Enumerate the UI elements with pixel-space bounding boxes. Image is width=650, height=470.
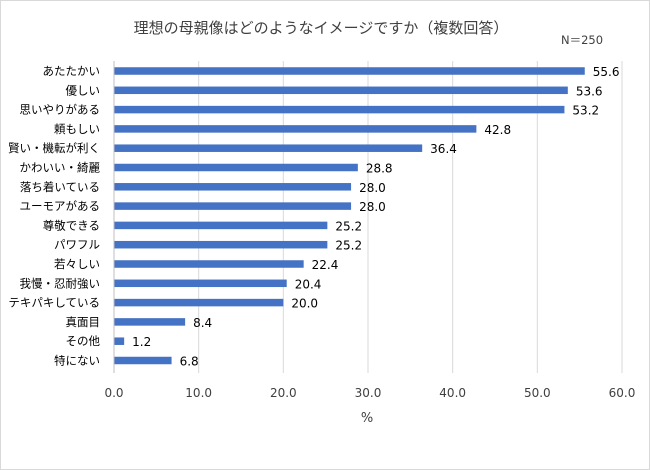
bar [114, 240, 328, 249]
chart-title: 理想の母親像はどのようなイメージですか（複数回答） [134, 19, 509, 37]
value-label: 20.0 [291, 297, 318, 311]
bar [114, 86, 568, 95]
value-label: 8.4 [193, 316, 212, 330]
x-tick-label: 0.0 [104, 386, 123, 400]
category-label: 頼もしい [54, 122, 100, 136]
category-label: パワフル [54, 238, 100, 252]
bar [114, 105, 565, 114]
category-label: 優しい [66, 83, 101, 97]
category-label: 我慢・忍耐強い [20, 276, 101, 290]
category-label: 思いやりがある [20, 103, 101, 117]
category-label: 賢い・機転が利く [8, 141, 100, 155]
category-label: 尊敬できる [43, 218, 100, 232]
value-label: 25.2 [335, 239, 362, 253]
value-label: 22.4 [312, 258, 339, 272]
x-tick-label: 40.0 [439, 386, 466, 400]
category-label: かわいい・綺麗 [20, 161, 101, 175]
value-label: 6.8 [180, 355, 199, 369]
category-labels: あたたかい優しい思いやりがある頼もしい賢い・機転が利くかわいい・綺麗落ち着いてい… [8, 64, 100, 368]
bar [114, 163, 358, 172]
x-tick-labels: 0.0 10.0 20.0 30.0 40.0 50.0 60.0 [104, 386, 635, 400]
bar [114, 298, 284, 307]
x-axis-label: % [361, 411, 373, 426]
x-tick-label: 50.0 [524, 386, 551, 400]
category-label: テキパキしている [8, 296, 100, 310]
value-label: 28.0 [359, 200, 386, 214]
value-label: 28.8 [366, 162, 393, 176]
category-label: 若々しい [54, 257, 100, 271]
category-label: 特にない [54, 354, 100, 368]
category-label: その他 [66, 334, 101, 348]
bar [114, 144, 423, 152]
category-label: ユーモアがある [20, 199, 101, 213]
bar [114, 318, 186, 326]
bar [114, 337, 125, 345]
value-label: 28.0 [359, 181, 386, 195]
value-label: 25.2 [335, 219, 362, 233]
x-tick-label: 10.0 [185, 386, 212, 400]
x-tick-label: 30.0 [355, 386, 382, 400]
bars [114, 67, 585, 365]
category-label: あたたかい [43, 64, 101, 78]
x-tick-label: 60.0 [609, 386, 636, 400]
value-label: 42.8 [484, 123, 511, 137]
value-label: 53.2 [572, 104, 599, 118]
bar [114, 221, 328, 230]
category-label: 真面目 [66, 315, 101, 329]
value-labels: 55.6 53.6 53.2 42.8 36.4 28.8 28.0 28.0 25.2 25.2… [132, 65, 619, 369]
bar [114, 183, 352, 191]
bar [114, 260, 304, 268]
bar [114, 67, 585, 75]
bar [114, 279, 287, 288]
sample-size-note: N＝250 [561, 33, 603, 47]
x-tick-label: 20.0 [270, 386, 297, 400]
value-label: 55.6 [593, 65, 620, 79]
value-label: 53.6 [576, 84, 603, 98]
bar [114, 202, 352, 210]
value-label: 36.4 [430, 142, 457, 156]
category-label: 落ち着いている [20, 180, 100, 194]
bar [114, 125, 477, 133]
bar [114, 356, 172, 365]
value-label: 1.2 [132, 335, 151, 349]
value-label: 20.4 [295, 277, 322, 291]
